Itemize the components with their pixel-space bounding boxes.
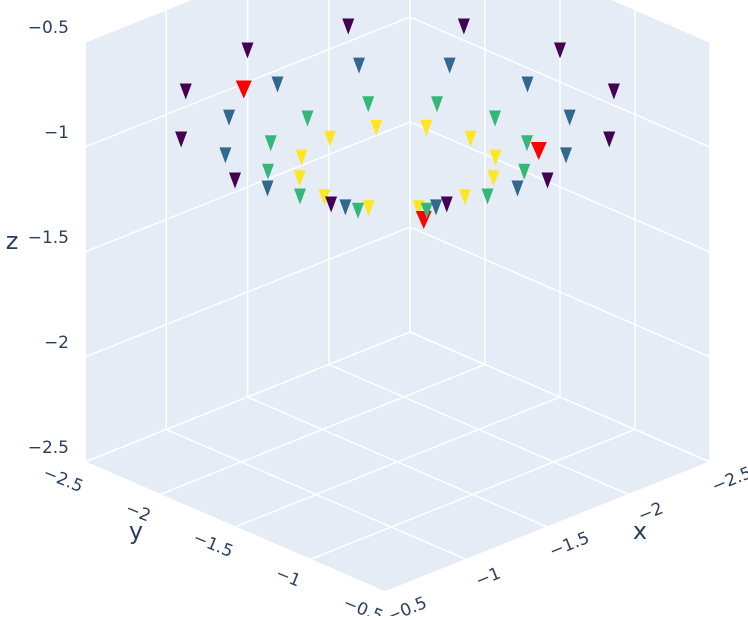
z-grid-line <box>409 121 711 253</box>
cone <box>295 149 308 166</box>
x-tick-label: −1.5 <box>547 528 593 562</box>
cone <box>339 199 352 216</box>
cone <box>459 189 471 206</box>
cone <box>342 18 355 35</box>
x-tick-label: −2.5 <box>709 463 748 497</box>
cone <box>420 202 433 219</box>
x-tick-label: −0.5 <box>384 593 430 616</box>
cone <box>607 83 620 100</box>
cone <box>294 188 306 205</box>
y-grid-line <box>309 428 636 561</box>
cone <box>229 172 241 189</box>
cone <box>530 142 547 160</box>
cone <box>541 172 554 189</box>
cone <box>235 80 252 99</box>
cone <box>560 147 572 164</box>
cone <box>352 202 364 219</box>
cone <box>563 109 576 126</box>
cone <box>219 147 232 164</box>
cone <box>430 199 442 216</box>
cone <box>487 170 500 187</box>
cone <box>481 188 494 205</box>
cone <box>223 109 235 126</box>
x-axis-title: x <box>633 517 647 545</box>
cone <box>464 130 477 147</box>
z-tick-label: −1.5 <box>28 228 69 248</box>
y-grid-line <box>159 363 486 496</box>
cone <box>521 76 534 93</box>
y-tick-label: −2 <box>123 499 154 527</box>
cone <box>261 180 274 197</box>
cone <box>362 96 375 113</box>
cone <box>293 170 306 187</box>
y-tick-label: −1 <box>273 564 304 592</box>
z-grid-line <box>84 331 411 463</box>
cone <box>241 42 254 59</box>
cone <box>353 57 365 74</box>
z-grid-line <box>611 0 711 43</box>
z-grid-line <box>84 121 411 253</box>
cone <box>554 42 566 59</box>
cone <box>264 135 277 152</box>
x-tick-label: −1 <box>473 564 504 592</box>
z-grid-line <box>409 331 711 463</box>
z-grid-line <box>84 226 411 358</box>
cone <box>318 189 331 206</box>
cone <box>457 18 470 35</box>
y-tick-label: −2.5 <box>40 463 86 497</box>
z-tick-label: −2 <box>44 333 69 353</box>
cone <box>511 180 524 197</box>
z-tick-label: −1 <box>44 123 69 143</box>
cone <box>324 130 336 147</box>
cone <box>262 163 274 180</box>
y-axis-title: y <box>129 517 143 545</box>
z-axis-title: z <box>6 227 19 255</box>
cone <box>518 163 531 180</box>
cone <box>443 57 456 74</box>
cone <box>603 131 616 148</box>
y-grid-line <box>384 461 711 593</box>
cone <box>489 149 502 166</box>
cone <box>271 76 284 93</box>
cone <box>370 119 383 136</box>
cone <box>179 83 192 100</box>
z-grid-line <box>409 226 711 358</box>
z-tick-label: −2.5 <box>28 438 69 458</box>
cone <box>431 96 443 113</box>
cone <box>521 135 533 152</box>
z-tick-label: −0.5 <box>28 18 69 38</box>
y-tick-label: −0.5 <box>340 593 386 616</box>
z-grid-line <box>409 16 711 148</box>
cone <box>175 131 188 148</box>
cone <box>489 110 501 127</box>
cone <box>325 196 338 213</box>
y-grid-line <box>234 396 561 528</box>
cone <box>301 110 314 127</box>
y-tick-label: −1.5 <box>190 528 236 562</box>
cone <box>420 119 433 136</box>
z-grid-line <box>84 0 193 43</box>
cone <box>440 196 453 213</box>
cone <box>362 200 375 217</box>
